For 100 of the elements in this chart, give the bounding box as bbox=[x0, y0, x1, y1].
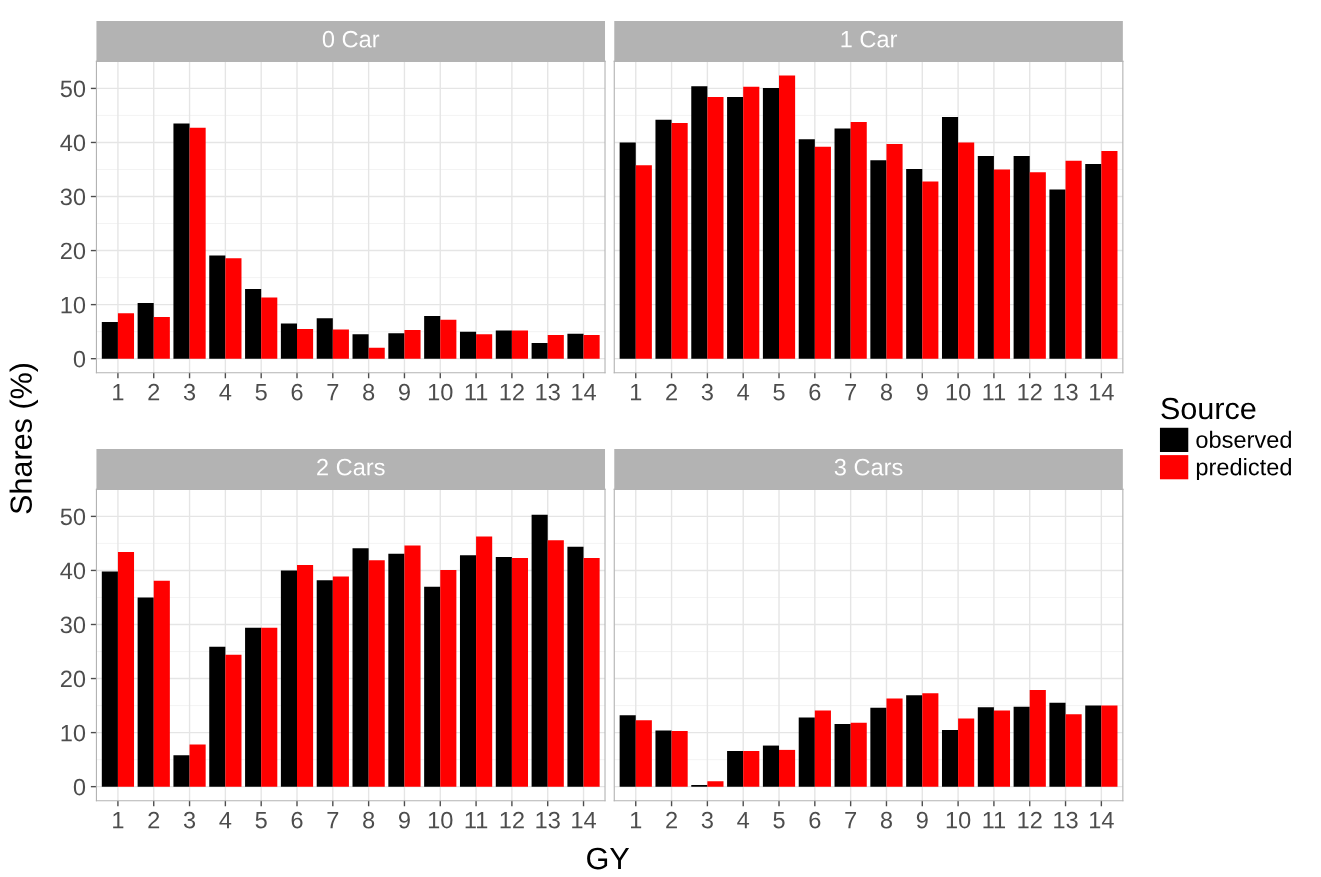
x-tick-label: 1 bbox=[113, 811, 124, 829]
x-tick-label: 11 bbox=[983, 384, 1006, 401]
bar bbox=[476, 334, 493, 359]
bar bbox=[619, 142, 636, 359]
bar bbox=[1049, 189, 1066, 359]
bar bbox=[424, 586, 441, 787]
bar bbox=[977, 707, 994, 787]
x-tick-label: 2 bbox=[148, 383, 160, 401]
bar bbox=[567, 333, 584, 359]
x-tick-label: 7 bbox=[327, 384, 339, 401]
chart-title: 3 Cars bbox=[834, 458, 903, 476]
bar bbox=[567, 546, 584, 787]
bar bbox=[137, 303, 154, 359]
bar bbox=[707, 97, 724, 359]
x-tick-label: 12 bbox=[500, 383, 524, 401]
bar bbox=[117, 313, 135, 359]
y-tick-label: 30 bbox=[60, 616, 86, 634]
bar bbox=[977, 155, 994, 359]
bar bbox=[727, 97, 744, 359]
bar bbox=[1101, 705, 1118, 787]
bar bbox=[922, 693, 939, 787]
x-tick-label: 2 bbox=[666, 811, 677, 829]
bar bbox=[547, 540, 564, 787]
bar bbox=[906, 695, 923, 787]
bar bbox=[245, 288, 262, 359]
bar bbox=[619, 715, 636, 787]
bar bbox=[404, 545, 421, 787]
bar bbox=[1049, 702, 1066, 787]
bar bbox=[153, 580, 170, 787]
bar bbox=[798, 139, 815, 359]
bar bbox=[495, 556, 512, 787]
y-tick-label: 40 bbox=[60, 562, 86, 580]
x-tick-label: 3 bbox=[701, 811, 713, 829]
bar bbox=[727, 750, 744, 787]
bar bbox=[189, 744, 206, 787]
x-tick-label: 12 bbox=[1018, 383, 1042, 401]
bar bbox=[261, 297, 278, 359]
x-tick-label: 1 bbox=[113, 384, 124, 401]
bar bbox=[261, 627, 278, 787]
x-tick-label: 7 bbox=[845, 384, 857, 401]
x-tick-label: 8 bbox=[880, 383, 892, 401]
bar bbox=[189, 127, 206, 359]
bar bbox=[1101, 151, 1118, 359]
y-tick-label: 20 bbox=[60, 670, 86, 688]
x-tick-label: 2 bbox=[148, 811, 160, 829]
x-tick-label: 10 bbox=[428, 383, 453, 401]
legend-title: Source bbox=[1161, 397, 1256, 420]
legend-label: observed bbox=[1196, 430, 1291, 449]
bar bbox=[297, 328, 314, 359]
bar bbox=[440, 569, 457, 787]
x-tick-label: 1 bbox=[630, 811, 642, 829]
bar bbox=[671, 730, 688, 787]
bar bbox=[850, 722, 867, 787]
bar bbox=[1013, 706, 1030, 787]
bar bbox=[691, 86, 708, 359]
bar bbox=[101, 571, 118, 787]
bar bbox=[404, 330, 421, 359]
bar bbox=[922, 181, 939, 359]
bar bbox=[655, 119, 672, 359]
bar bbox=[671, 123, 688, 359]
x-tick-label: 6 bbox=[809, 811, 821, 829]
bar bbox=[495, 330, 512, 359]
bar bbox=[1085, 705, 1102, 787]
x-tick-label: 14 bbox=[572, 811, 596, 829]
bar bbox=[117, 552, 135, 787]
bar bbox=[352, 548, 369, 787]
bar bbox=[993, 710, 1011, 787]
x-tick-label: 14 bbox=[1090, 384, 1114, 401]
bar bbox=[388, 553, 405, 787]
bar bbox=[1065, 714, 1082, 787]
bar bbox=[476, 536, 493, 787]
y-tick-label: 10 bbox=[61, 296, 86, 314]
x-tick-label: 13 bbox=[536, 811, 560, 829]
y-tick-label: 50 bbox=[60, 508, 86, 526]
bar bbox=[332, 329, 349, 359]
x-tick-label: 8 bbox=[363, 383, 375, 401]
bar bbox=[958, 718, 975, 787]
x-tick-label: 10 bbox=[946, 811, 971, 829]
x-tick-label: 8 bbox=[363, 811, 375, 829]
chart-title: 1 Car bbox=[841, 30, 898, 48]
bar bbox=[870, 707, 887, 787]
x-tick-label: 13 bbox=[1054, 811, 1078, 829]
bar bbox=[440, 319, 457, 359]
bar bbox=[958, 142, 975, 359]
bar bbox=[779, 75, 796, 359]
x-tick-label: 3 bbox=[183, 811, 196, 829]
x-tick-label: 9 bbox=[398, 811, 410, 829]
x-tick-label: 9 bbox=[916, 383, 928, 401]
bar bbox=[655, 730, 672, 787]
x-tick-label: 12 bbox=[1018, 811, 1042, 829]
bar bbox=[225, 258, 242, 359]
bar bbox=[707, 781, 724, 787]
bar bbox=[209, 255, 226, 359]
bar bbox=[1029, 172, 1046, 359]
bar bbox=[511, 558, 529, 787]
bar bbox=[583, 558, 600, 787]
bar bbox=[870, 160, 887, 359]
y-tick-label: 20 bbox=[60, 242, 86, 260]
bar bbox=[424, 315, 441, 359]
bar bbox=[245, 627, 262, 787]
